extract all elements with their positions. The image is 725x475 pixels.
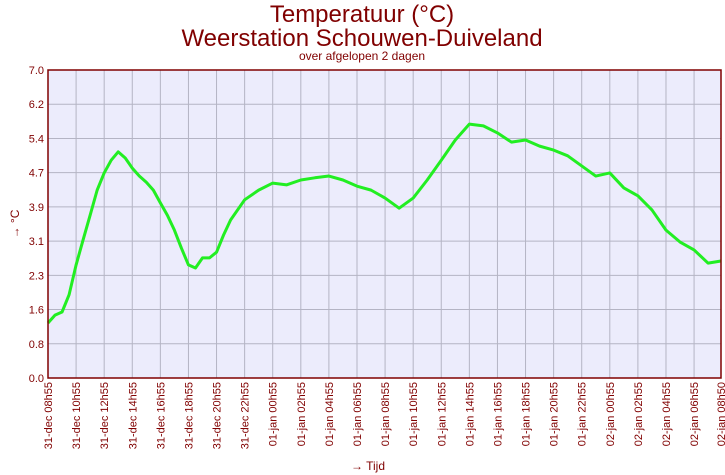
x-tick-label: 01-jan 08h55 — [380, 382, 392, 446]
x-tick-label: 01-jan 02h55 — [296, 382, 308, 446]
x-tick-label: 01-jan 00h55 — [268, 382, 280, 446]
x-tick-label: 01-jan 12h55 — [436, 382, 448, 446]
chart-title: Temperatuur (°C) — [270, 1, 454, 28]
x-tick-label: 01-jan 16h55 — [492, 382, 504, 446]
x-tick-label: 31-dec 16h55 — [155, 382, 167, 449]
y-axis-label: → °C — [8, 209, 22, 238]
y-tick-label: 1.6 — [29, 305, 44, 317]
x-tick-label: 31-dec 12h55 — [99, 382, 111, 449]
grid — [47, 69, 722, 379]
y-tick-label: 0.0 — [29, 373, 44, 385]
x-tick-label: 01-jan 10h55 — [408, 382, 420, 446]
x-tick-label: 02-jan 02h55 — [633, 382, 645, 446]
x-tick-label: 01-jan 22h55 — [577, 382, 589, 446]
marks — [46, 122, 722, 324]
x-tick-label: 31-dec 20h55 — [212, 382, 224, 449]
y-tick-label: 3.9 — [29, 202, 44, 214]
y-tick-label: 5.4 — [29, 133, 44, 145]
chart-subtitle: Weerstation Schouwen-Duiveland — [181, 25, 542, 52]
x-tick-label: 31-dec 14h55 — [127, 382, 139, 449]
y-tick-label: 7.0 — [29, 65, 44, 77]
y-tick-label: 2.3 — [29, 270, 44, 282]
y-tick-label: 3.1 — [29, 236, 44, 248]
x-tick-label: 02-jan 00h55 — [605, 382, 617, 446]
x-tick-label: 31-dec 18h55 — [183, 382, 195, 449]
x-axis-label: → Tijd — [351, 459, 385, 473]
chart-note: over afgelopen 2 dagen — [299, 49, 425, 63]
x-tick-label: 31-dec 22h55 — [240, 382, 252, 449]
x-tick-label: 31-dec 10h55 — [71, 382, 83, 449]
x-tick-label: 01-jan 20h55 — [549, 382, 561, 446]
x-tick-label: 31-dec 08h55 — [43, 382, 55, 449]
y-tick-label: 4.7 — [29, 168, 44, 180]
x-tick-label: 02-jan 04h55 — [661, 382, 673, 446]
plot-area — [48, 70, 721, 378]
x-tick-label: 02-jan 06h55 — [689, 382, 701, 446]
x-tick-label: 01-jan 18h55 — [521, 382, 533, 446]
y-tick-label: 6.2 — [29, 99, 44, 111]
y-tick-label: 0.8 — [29, 339, 44, 351]
labels: 0.0 0.8 1.6 2.3 3.1 3.9 4.7 5.4 6.2 7.0 31-dec 08h… — [29, 65, 725, 449]
x-tick-label: 02-jan 08h50 — [716, 382, 725, 446]
plot-frame — [47, 69, 722, 379]
x-tick-label: 01-jan 14h55 — [464, 382, 476, 446]
x-tick-label: 01-jan 06h55 — [352, 382, 364, 446]
x-tick-label: 01-jan 04h55 — [324, 382, 336, 446]
temperature-line — [46, 122, 722, 324]
